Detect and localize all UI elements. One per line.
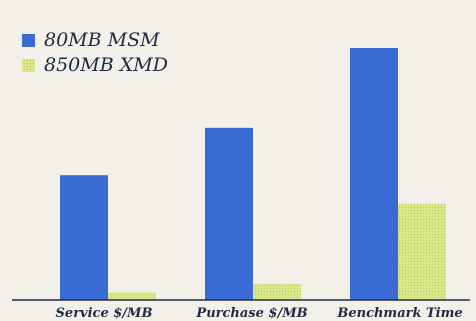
bar-xmd-2 [253,283,301,300]
bar-xmd-1 [108,292,156,300]
x-tick-label-1: Service $/MB [56,306,153,321]
legend-label-2: 850MB XMD [44,54,168,76]
x-tick-label-2: Purchase $/MB [195,306,307,321]
legend: 80MB MSM 850MB XMD [22,29,168,76]
legend-swatch-1 [22,34,35,47]
legend-swatch-2 [22,59,35,72]
bar-msm-1 [60,175,108,300]
legend-label-1: 80MB MSM [44,29,160,51]
bar-msm-2 [205,127,253,300]
bar-msm-3 [350,47,398,300]
bars-group [60,47,446,300]
x-tick-label-3: Benchmark Time [336,306,462,321]
bar-xmd-3 [398,203,446,300]
x-tick-labels: Service $/MB Purchase $/MB Benchmark Time [56,306,463,321]
